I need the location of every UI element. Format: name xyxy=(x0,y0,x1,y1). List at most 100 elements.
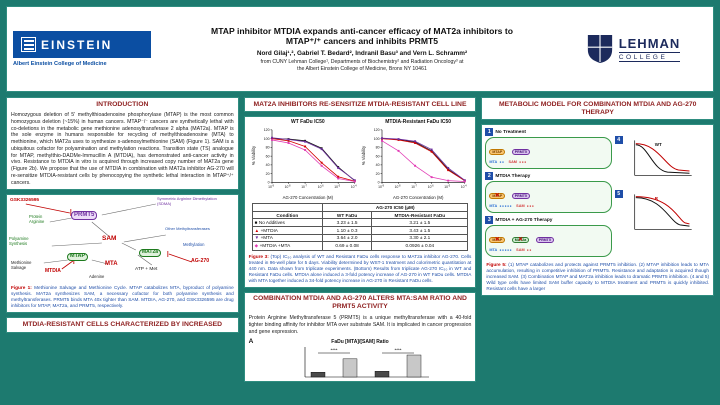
wt-fadu-chart-panel: WT FaDu IC50 % Viability 0 20 40 60 80 100 120… xyxy=(251,119,363,201)
prmt5-label: PRMT5 xyxy=(514,150,527,155)
mtap-pill: MTAP xyxy=(489,149,506,156)
introduction-text: Homozygous deletion of 5' methylthioaden… xyxy=(11,112,234,186)
mta-dots-icon: ●●●●● xyxy=(499,204,513,209)
section-title-combination: COMBINATION MTDIA AND AG-270 ALTERS MTA:… xyxy=(253,295,467,311)
wt-value: 1.10 ± 0.3 xyxy=(321,225,373,235)
model-panel-3: 3 MTDIA + AG-270 Therapy MTAP ✕ MAT2a ✕ PR… xyxy=(485,216,612,258)
treatment-label-mtdia: MTDIA Therapy xyxy=(495,173,531,179)
inhibitor-x-icon: ✕ xyxy=(494,237,500,244)
resistant-value: 3.43 ± 1.5 xyxy=(371,225,469,235)
panel-5-badge: 5 xyxy=(614,190,623,199)
prmt5-pill: PRMT5 xyxy=(511,149,530,156)
einstein-logo-box: EINSTEIN xyxy=(13,31,151,58)
molecule-row: MTA ●●●●● SAM ●●● xyxy=(489,204,607,209)
resistant-fadu-xlabel: AG-270 Concentration (M) xyxy=(392,195,444,201)
figure1-label-gsk3326595: GSK3326595 xyxy=(10,198,40,204)
svg-text:10-6: 10-6 xyxy=(318,185,324,189)
poster-columns: INTRODUCTION Homozygous deletion of 5' m… xyxy=(6,97,715,383)
section-title-mat2a-inhibitors: MAT2A INHIBITORS RE-SENSITIZE MTDIA-RESI… xyxy=(253,100,467,108)
figure1-label-methylation: Methylation xyxy=(183,242,205,248)
mta-label: MTA xyxy=(489,204,498,209)
figure3-caption: Figure 3: (Top) IC₅₀ analysis of WT and … xyxy=(245,252,476,287)
mta-label: MTA xyxy=(489,160,498,165)
cell-diagram-combination-therapy: MTAP ✕ MAT2a ✕ PRMT5 MTA ●●●●● SAM ●● xyxy=(485,225,612,258)
table-row: ■ No Additives 3.23 ± 1.5 3.21 ± 1.5 xyxy=(251,218,469,227)
panel-a: A FaDu [MTA]/[SAM] Ratio **** **** xyxy=(245,338,476,381)
section-title-metabolic-model: METABOLIC MODEL FOR COMBINATION MTDIA AN… xyxy=(498,100,697,116)
mta-sam-ratio-chart-title: FaDu [MTA]/[SAM] Ratio xyxy=(331,339,389,346)
sam-label: SAM xyxy=(516,204,525,209)
resistant-value: 0.0926 ± 0.04 xyxy=(371,241,469,251)
condition-label: +MTDIA +MTA xyxy=(259,242,291,248)
panel-3-badge: 3 xyxy=(485,216,494,225)
figure1-label-protein-arginine: Protein Arginine xyxy=(29,214,45,224)
table-row: ▼ +MTA 3.64 ± 2.0 3.30 ± 2.1 xyxy=(251,233,469,243)
model-panel-1: 1 No Treatment MTAP PRMT5 MTA ●● SAM xyxy=(485,128,612,170)
mtap-label: MTAP xyxy=(492,238,503,243)
figure5-box: 1 No Treatment MTAP PRMT5 MTA ●● SAM xyxy=(481,124,715,297)
ic50-table: AG-270 IC50 (µM) Condition WT FaDu MTDIA… xyxy=(251,203,469,251)
figure1-label-mtdia: MTDIA xyxy=(45,268,61,275)
wt-fadu-xlabel: AG-270 Concentration (M) xyxy=(282,195,334,201)
condition-label: No Additives xyxy=(258,220,285,226)
figure1-label-mta: MTA xyxy=(105,261,118,268)
ic50-col-resistant: MTDIA-Resistant FaDu xyxy=(371,210,469,220)
panel-2-badge: 2 xyxy=(485,172,494,181)
lehman-logo: LEHMAN COLLEGE xyxy=(559,33,707,65)
svg-text:20: 20 xyxy=(265,172,269,176)
model-panel-4: 4 WT xyxy=(614,136,710,182)
combination-text: Protein Arginine Methyltransferase 5 (PR… xyxy=(248,315,472,335)
model-panel-5: 5 R xyxy=(614,190,710,236)
panel-4-badge: 4 xyxy=(614,136,623,145)
metabolic-model-figure: 1 No Treatment MTAP PRMT5 MTA ●● SAM xyxy=(482,125,713,260)
series-marker: ▲ xyxy=(254,227,260,233)
svg-text:0: 0 xyxy=(267,181,269,185)
treatment-label-no-treatment: No Treatment xyxy=(495,129,526,135)
inhibitor-x-icon: ✕ xyxy=(494,193,500,200)
mtap-label: MTAP xyxy=(492,150,503,155)
resistant-fadu-ic50-chart: 0 20 40 60 80 100 120 10-9 10-8 10-7 10-6 10-5 10-4 xyxy=(374,128,468,189)
figure1-label-adenine: Adenine xyxy=(89,274,105,280)
series-marker: ▼ xyxy=(254,235,260,241)
ic50-table-span-header: AG-270 IC50 (µM) xyxy=(321,203,469,212)
figure5-caption: Figure 5: (1) MTAP catabolizes and prote… xyxy=(482,260,713,295)
condition-label: +MTDIA xyxy=(260,227,278,233)
figure1-label-other-methyltransferases: Other Methyltransferases xyxy=(165,226,210,232)
sam-dots-icon: ●●● xyxy=(519,160,527,165)
model-graph-column: 4 WT 5 xyxy=(614,128,710,257)
svg-text:10-5: 10-5 xyxy=(444,185,450,189)
figure3-caption-prefix: Figure 3: xyxy=(248,253,269,259)
resistant-curve-label: R xyxy=(654,196,658,202)
mta-dots-icon: ●● xyxy=(499,160,505,165)
table-row: ▲ +MTDIA 1.10 ± 0.3 3.43 ± 1.5 xyxy=(251,225,469,235)
lehman-wordmark: LEHMAN xyxy=(618,36,681,51)
figure3-caption-text: (Top) IC₅₀ analysis of WT and Resistant … xyxy=(248,253,472,283)
einstein-logo: EINSTEIN Albert Einstein College of Medi… xyxy=(13,31,165,67)
affiliation-line1: from CUNY Lehman College¹, Departments o… xyxy=(260,58,464,65)
svg-text:10-5: 10-5 xyxy=(334,185,340,189)
svg-text:10-8: 10-8 xyxy=(285,185,291,189)
figure5-caption-prefix: Figure 5: xyxy=(486,262,507,268)
svg-text:****: **** xyxy=(394,348,401,353)
resistant-response-minigraph xyxy=(634,194,692,231)
model-panel-2: 2 MTDIA Therapy MTAP ✕ PRMT5 MTA ●●●●● SA… xyxy=(485,172,612,214)
sam-dots-icon: ●●● xyxy=(526,204,535,209)
model-section-title-box: METABOLIC MODEL FOR COMBINATION MTDIA AN… xyxy=(481,97,715,121)
column-left: INTRODUCTION Homozygous deletion of 5' m… xyxy=(6,97,239,333)
svg-text:40: 40 xyxy=(376,163,380,167)
svg-text:10-8: 10-8 xyxy=(395,185,401,189)
svg-text:100: 100 xyxy=(374,137,380,141)
svg-text:10-7: 10-7 xyxy=(411,185,417,189)
mat2a-pill-inhibited: MAT2a ✕ xyxy=(511,237,530,244)
column-middle: MAT2A INHIBITORS RE-SENSITIZE MTDIA-RESI… xyxy=(243,97,477,383)
figure1-label-prmt5: PRMT5 xyxy=(71,211,98,220)
figure1-caption-text: Methionine Salvage and Methionine Cycle.… xyxy=(11,285,234,309)
model-treatment-column: 1 No Treatment MTAP PRMT5 MTA ●● SAM xyxy=(485,128,612,258)
condition-label: +MTA xyxy=(260,235,273,241)
treatment-label-mtdia-ag270: MTDIA + AG-270 Therapy xyxy=(495,217,553,223)
inhibitor-x-icon: ✕ xyxy=(517,237,523,244)
svg-text:80: 80 xyxy=(265,146,269,150)
molecule-row: MTA ●●●●● SAM ●● xyxy=(489,248,607,253)
cell-diagram-no-treatment: MTAP PRMT5 MTA ●● SAM ●●● xyxy=(485,137,612,170)
sam-label: SAM xyxy=(516,248,525,253)
